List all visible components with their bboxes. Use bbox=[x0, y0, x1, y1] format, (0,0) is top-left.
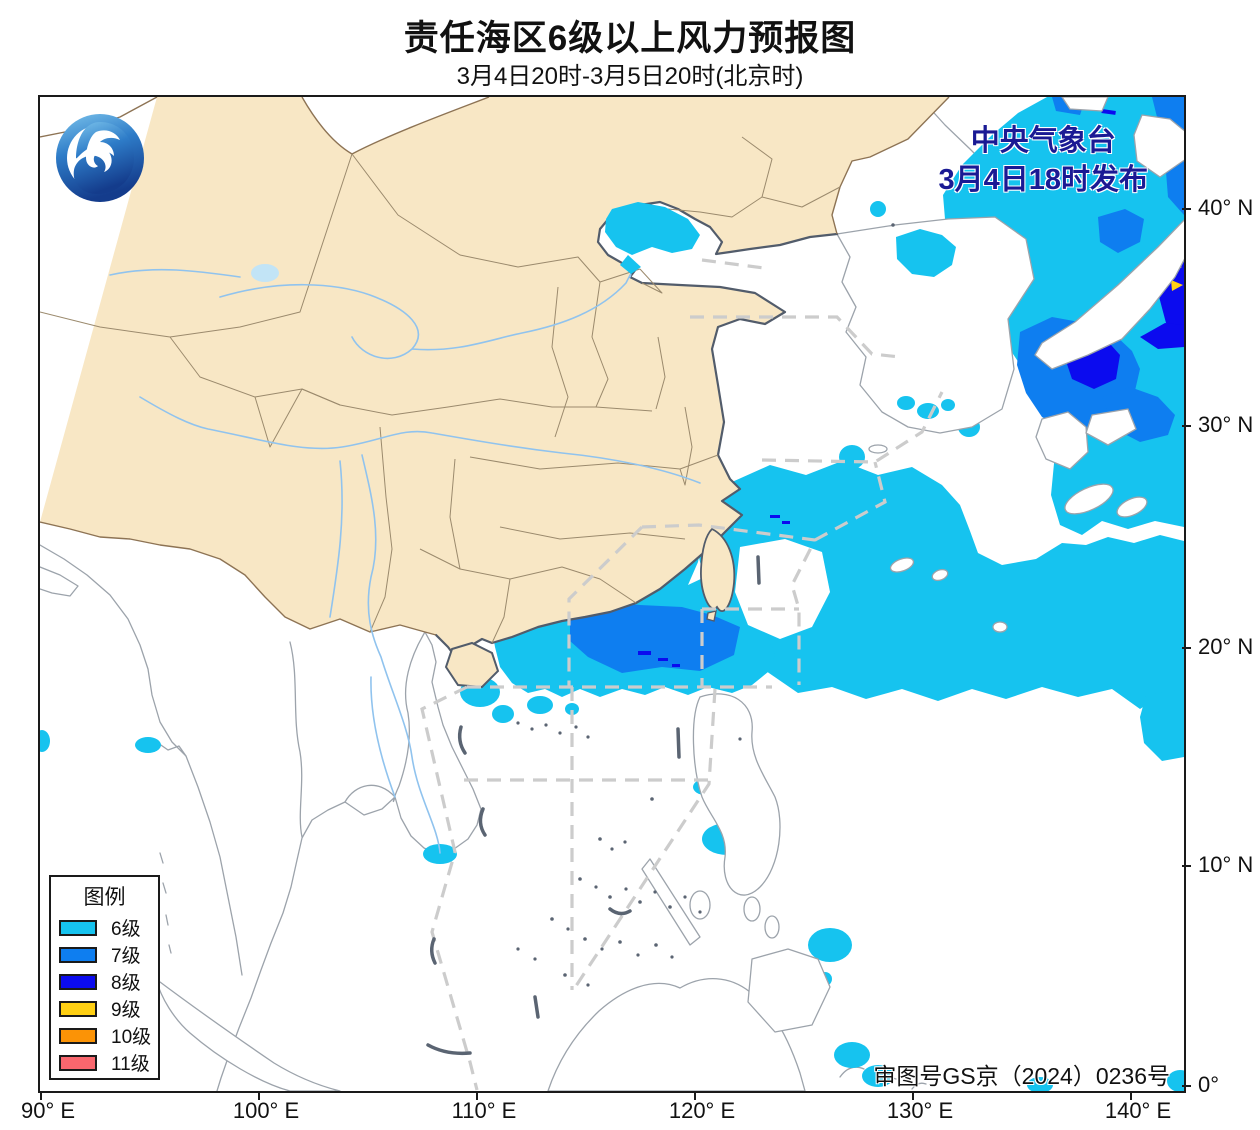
issuance-text: 中央气象台 3月4日18时发布 bbox=[938, 122, 1148, 200]
lon-label: 100° E bbox=[232, 1098, 300, 1123]
rivers bbox=[109, 268, 701, 854]
legend-label-7: 7级 bbox=[111, 946, 141, 967]
legend-label-9: 9级 bbox=[111, 1000, 141, 1021]
legend-title: 图例 bbox=[83, 886, 126, 909]
lon-tick bbox=[694, 1091, 696, 1100]
map-canvas bbox=[38, 95, 1186, 1093]
legend-label-10: 10级 bbox=[111, 1027, 152, 1048]
kyushu bbox=[1035, 411, 1089, 470]
lon-tick bbox=[476, 1091, 478, 1100]
legend-row: 9级 bbox=[51, 995, 158, 1022]
lon-tick bbox=[40, 1091, 42, 1100]
issuance-agency: 中央气象台 bbox=[970, 125, 1116, 157]
cma-logo bbox=[56, 114, 144, 202]
palawan bbox=[641, 858, 701, 946]
lon-label: 120° E bbox=[668, 1098, 736, 1123]
legend-swatch-7 bbox=[59, 946, 97, 963]
jeju-island bbox=[868, 444, 888, 454]
lon-tick bbox=[258, 1091, 260, 1100]
legend-label-11: 11级 bbox=[111, 1054, 150, 1075]
legend: 图例 6级 7级 8级 9级 10级 11级 bbox=[49, 875, 160, 1080]
legend-row: 10级 bbox=[51, 1022, 158, 1049]
island-specks bbox=[516, 721, 742, 987]
lat-tick bbox=[1182, 647, 1191, 649]
map-license: 审图号GS京（2024）0236号 bbox=[873, 1063, 1170, 1089]
legend-row: 8级 bbox=[51, 968, 158, 995]
page-title: 责任海区6级以上风力预报图 bbox=[403, 19, 857, 58]
legend-swatch-8 bbox=[59, 973, 97, 990]
legend-swatch-9 bbox=[59, 1000, 97, 1017]
korea-peninsula bbox=[836, 216, 1035, 454]
issuance-time: 3月4日18时发布 bbox=[938, 164, 1148, 196]
philippines bbox=[641, 693, 831, 1033]
lon-label: 110° E bbox=[451, 1098, 517, 1123]
page-subtitle: 3月4日20时-3月5日20时(北京时) bbox=[456, 63, 804, 90]
honshu bbox=[1034, 219, 1184, 370]
legend-row: 7级 bbox=[51, 941, 158, 968]
lon-label: 90° E bbox=[20, 1098, 76, 1123]
taiwan-island bbox=[700, 527, 736, 613]
luzon bbox=[692, 693, 781, 896]
legend-swatch-6 bbox=[59, 919, 97, 936]
lat-tick bbox=[1182, 1085, 1191, 1087]
sea-area-boundaries bbox=[420, 258, 944, 1091]
legend-label-8: 8级 bbox=[111, 973, 141, 994]
forecast-map-svg bbox=[40, 97, 1184, 1091]
hainan-island bbox=[444, 641, 500, 689]
legend-row: 11级 bbox=[51, 1049, 158, 1076]
legend-swatch-10 bbox=[59, 1027, 97, 1044]
lat-tick bbox=[1182, 208, 1191, 210]
reef-marks bbox=[426, 223, 895, 1056]
lat-label: 30° N bbox=[1198, 412, 1254, 437]
lat-label: 10° N bbox=[1198, 852, 1254, 877]
lat-label: 0° bbox=[1198, 1072, 1220, 1097]
lat-label: 20° N bbox=[1198, 634, 1254, 659]
lon-label: 140° E bbox=[1104, 1098, 1172, 1123]
wind-overlay-patches bbox=[605, 201, 956, 419]
lon-label: 130° E bbox=[886, 1098, 954, 1123]
lon-tick bbox=[1130, 1091, 1132, 1100]
lat-label: 40° N bbox=[1198, 195, 1254, 220]
qinghai-lake bbox=[251, 264, 279, 282]
shikoku bbox=[1085, 408, 1137, 446]
hokkaido bbox=[1133, 114, 1184, 178]
japan-islands bbox=[735, 97, 1184, 639]
sakhalin bbox=[1061, 97, 1109, 112]
lat-tick bbox=[1182, 865, 1191, 867]
lon-tick bbox=[912, 1091, 914, 1100]
lat-tick bbox=[1182, 425, 1191, 427]
china-land bbox=[40, 97, 950, 854]
legend-row: 6级 bbox=[51, 914, 158, 941]
legend-label-6: 6级 bbox=[111, 919, 141, 940]
legend-swatch-11 bbox=[59, 1054, 97, 1071]
mindanao bbox=[747, 948, 831, 1033]
